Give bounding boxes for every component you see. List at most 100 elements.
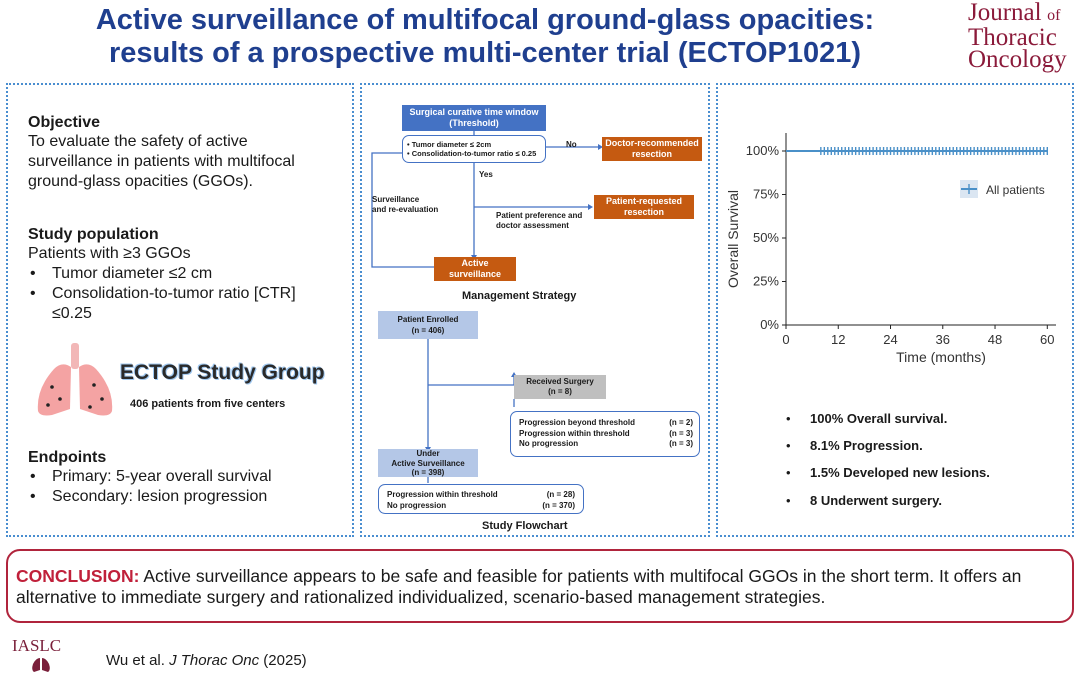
strategy-caption: Management Strategy	[462, 290, 577, 302]
active-line1: Active	[461, 258, 489, 268]
threshold-box: Surgical curative time window (Threshold…	[402, 105, 546, 131]
journal-of: of	[1047, 7, 1061, 24]
title-line-2: results of a prospective multi-center tr…	[108, 37, 862, 69]
conclusion-label: CONCLUSION:	[16, 566, 140, 586]
y-tick-label: 0%	[760, 317, 779, 332]
flowchart-caption: Study Flowchart	[482, 520, 568, 532]
surgery-breakdown: Progression beyond threshold (n = 2) Prog…	[510, 411, 700, 457]
surgery-row-n: (n = 2)	[669, 418, 693, 427]
criteria-item: • Tumor diameter ≤ 2cm	[407, 140, 492, 149]
enrolled-line2: (n = 406)	[411, 326, 445, 335]
journal-word-3: Oncology	[968, 46, 1067, 73]
iaslc-logo: IASLC	[12, 636, 62, 655]
as-row: No progression (n = 370)	[387, 501, 575, 512]
yes-label: Yes	[479, 170, 493, 179]
finding-bullet: •	[786, 438, 791, 453]
y-tick-label: 25%	[753, 274, 779, 289]
finding-bullet: •	[786, 411, 791, 426]
journal-logo: Journal of Thoracic Oncology	[968, 0, 1078, 73]
conclusion-box: CONCLUSION: Active surveillance appears …	[6, 549, 1074, 623]
surgery-row-n: (n = 3)	[669, 439, 693, 448]
surgery-row: Progression beyond threshold (n = 2)	[519, 418, 693, 429]
finding-item: 8 Underwent surgery.	[810, 493, 942, 508]
x-tick-label: 48	[988, 332, 1002, 347]
journal-word-1: Journal	[968, 0, 1042, 26]
as-row: Progression within threshold (n = 28)	[387, 490, 575, 501]
y-tick-label: 75%	[753, 187, 779, 202]
x-axis-label: Time (months)	[896, 349, 986, 365]
surgery-row-n: (n = 3)	[669, 428, 693, 438]
study-group-name: ECTOP Study Group	[120, 361, 325, 384]
as-row-n: (n = 28)	[546, 490, 575, 499]
surveillance-label: Surveillance and re-evaluation	[372, 195, 438, 215]
doctor-resection-line2: resection	[631, 149, 673, 159]
citation-journal: J Thorac Onc	[169, 652, 260, 669]
x-tick-label: 24	[883, 332, 897, 347]
surgery-row-label: No progression	[519, 439, 579, 448]
finding-bullet: •	[786, 493, 791, 508]
finding-bullet: •	[786, 465, 791, 480]
page-title: Active surveillance of multifocal ground…	[20, 4, 950, 70]
surgery-box: Received Surgery (n = 8)	[514, 375, 606, 399]
preference-label-line2: doctor assessment	[496, 221, 569, 230]
surgery-row: No progression (n = 3)	[519, 439, 693, 450]
conclusion-text: Active surveillance appears to be safe a…	[16, 566, 1022, 607]
doctor-resection-line1: Doctor-recommended	[605, 138, 699, 148]
active-surveillance-box: Active surveillance	[434, 257, 516, 281]
endpoint-item: Secondary: lesion progression	[28, 487, 338, 507]
objective-text: To evaluate the safety of active surveil…	[28, 133, 295, 190]
surveillance-label-line2: and re-evaluation	[372, 205, 439, 214]
population-item: Tumor diameter ≤2 cm	[28, 264, 338, 284]
active-line2: surveillance	[448, 269, 502, 279]
under-line2: Active Surveillance	[391, 458, 465, 468]
finding-item: 100% Overall survival.	[810, 411, 948, 426]
surgery-line1: Received Surgery	[526, 377, 594, 386]
y-axis-label: Overall Survival	[725, 190, 741, 288]
population-intro: Patients with ≥3 GGOs	[28, 245, 191, 262]
surveillance-label-line1: Surveillance	[372, 195, 420, 204]
endpoint-item: Primary: 5-year overall survival	[28, 467, 338, 487]
doctor-resection-box: Doctor-recommended resection	[602, 137, 702, 161]
x-tick-label: 36	[936, 332, 950, 347]
lungs-icon	[37, 343, 113, 416]
surgery-row-label: Progression beyond threshold	[519, 418, 636, 427]
iaslc-lungs-icon	[32, 658, 50, 672]
enrolled-box: Patient Enrolled (n = 406)	[378, 311, 478, 339]
under-line1: Under	[416, 449, 440, 458]
x-tick-label: 12	[831, 332, 845, 347]
patient-resection-line2: resection	[623, 207, 665, 217]
study-design-panel: Objective To evaluate the safety of acti…	[6, 83, 354, 537]
as-row-label: No progression	[387, 500, 447, 510]
title-line-1: Active surveillance of multifocal ground…	[95, 4, 875, 36]
y-tick-label: 100%	[746, 143, 780, 158]
criteria-item: • Consolidation-to-tumor ratio ≤ 0.25	[407, 149, 537, 158]
criteria-box: • Tumor diameter ≤ 2cm • Consolidation-t…	[402, 135, 546, 163]
patient-resection-box: Patient-requested resection	[594, 195, 694, 219]
strategy-panel: Surgical curative time window (Threshold…	[360, 83, 710, 537]
finding-item: 8.1% Progression.	[810, 438, 923, 453]
citation-authors: Wu et al.	[106, 652, 170, 669]
active-surveillance-count-box: Under Active Surveillance (n = 398)	[378, 449, 478, 477]
no-label: No	[566, 140, 577, 149]
enrolled-line1: Patient Enrolled	[397, 315, 459, 324]
x-tick-label: 0	[782, 332, 789, 347]
surgery-row-label: Progression within threshold	[519, 428, 630, 438]
x-tick-label: 60	[1040, 332, 1054, 347]
study-group-patients: 406 patients from five centers	[130, 398, 286, 410]
preference-label-line1: Patient preference and	[496, 211, 583, 220]
endpoints-heading: Endpoints	[28, 449, 107, 466]
population-item: Consolidation-to-tumor ratio [CTR] ≤0.25	[28, 284, 338, 324]
as-row-n: (n = 370)	[542, 500, 575, 510]
y-tick-label: 50%	[753, 230, 779, 245]
under-line3: (n = 398)	[411, 468, 445, 477]
citation: Wu et al. J Thorac Onc (2025)	[106, 652, 307, 669]
threshold-title: Surgical curative time window	[409, 107, 539, 117]
threshold-subtitle: (Threshold)	[449, 118, 499, 128]
finding-item: 1.5% Developed new lesions.	[810, 465, 990, 480]
citation-year: (2025)	[259, 652, 307, 669]
population-heading: Study population	[28, 226, 159, 243]
surgery-line2: (n = 8)	[548, 387, 572, 396]
objective-heading: Objective	[28, 114, 101, 131]
survival-chart: 0% 25% 50% 75% 100% 0 12 24 36 48 60 Time (months) O…	[725, 133, 1056, 365]
patient-resection-line1: Patient-requested	[605, 196, 683, 206]
